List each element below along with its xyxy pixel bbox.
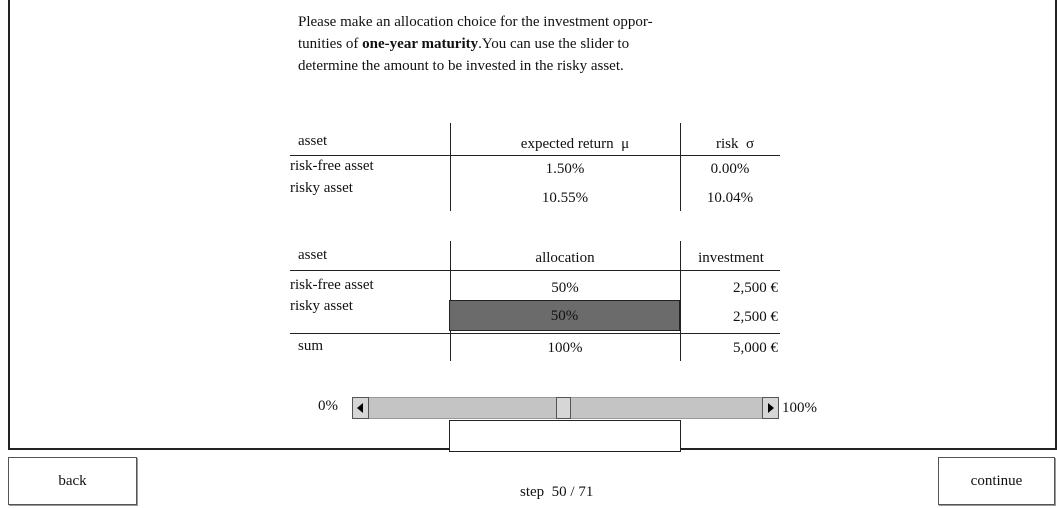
cell: 5,000 € — [733, 340, 778, 356]
step-indicator: step 50 / 71 — [520, 484, 593, 501]
instruction-line: Please make an allocation choice for the… — [298, 14, 653, 30]
back-button[interactable]: back — [8, 457, 137, 505]
continue-button[interactable]: continue — [938, 457, 1055, 505]
step-value: 50 / 71 — [551, 484, 594, 500]
instruction-line: determine the amount to be invested in t… — [298, 58, 624, 74]
slider-left-button[interactable] — [352, 397, 369, 419]
v-line — [680, 241, 681, 361]
cell: 50% — [551, 280, 579, 296]
header-cell: asset — [298, 133, 328, 149]
slider-max-label: 100% — [782, 400, 817, 416]
h-line — [290, 270, 780, 271]
cell: risky asset — [290, 298, 353, 314]
cell: 2,500 € — [733, 309, 778, 325]
bold-text: one-year maturity — [362, 36, 479, 52]
header-cell: asset — [298, 247, 328, 263]
arrow-icon — [357, 403, 363, 413]
h-line — [290, 155, 780, 156]
cell: risky asset — [290, 180, 353, 196]
cell: risk-free asset — [290, 158, 374, 174]
cell: 2,500 € — [733, 280, 778, 296]
cell: sum — [298, 338, 324, 354]
cell: 1.50% — [545, 161, 585, 177]
header-cell: risk σ — [715, 136, 755, 152]
slider-right-button[interactable] — [762, 397, 779, 419]
instruction-line: tunities of one-year maturity.You can us… — [298, 36, 629, 53]
v-line — [450, 123, 451, 211]
cell: 10.04% — [706, 190, 754, 206]
empty-box — [449, 420, 681, 452]
text: tunities of — [298, 36, 359, 52]
text: .You can use the slider to — [478, 36, 630, 52]
cell: risk-free asset — [290, 277, 374, 293]
header-cell: investment — [698, 250, 764, 266]
cell: 100% — [547, 340, 583, 356]
step-label: step — [520, 484, 545, 500]
arrow-icon — [768, 403, 774, 413]
cell: 10.55% — [541, 190, 589, 206]
slider-min-label: 0% — [318, 398, 338, 414]
header-cell: expected return μ — [520, 136, 630, 152]
header-cell: allocation — [535, 250, 595, 266]
v-line — [680, 123, 681, 211]
highlight-cell: 50% — [449, 300, 680, 331]
h-line — [290, 333, 780, 334]
slider-thumb[interactable] — [556, 397, 571, 419]
cell: 0.00% — [710, 161, 750, 177]
